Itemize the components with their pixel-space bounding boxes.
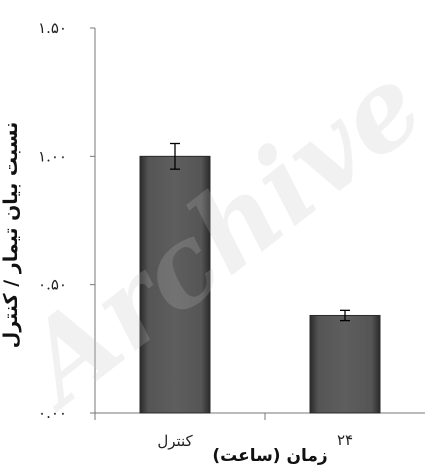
bars [139,142,381,414]
x-tick-label: کنترل [157,432,193,450]
y-tick-label: ۰.۵۰ [38,276,67,294]
bar [309,314,381,414]
tick-labels: ۰.۰۰ ۰.۵۰ ۱.۰۰ ۱.۵۰ کنترل ۲۴ [38,19,353,450]
y-tick-label: ۰.۰۰ [38,404,67,422]
x-tick-label: ۲۴ [337,431,353,449]
y-tick-label: ۱.۰۰ [38,147,67,165]
bar [139,155,211,414]
x-axis-label: زمان (ساعت) [212,446,328,466]
y-axis-label: نسبت بیان تیمار / کنترل [0,121,22,349]
y-tick-label: ۱.۵۰ [38,19,67,37]
